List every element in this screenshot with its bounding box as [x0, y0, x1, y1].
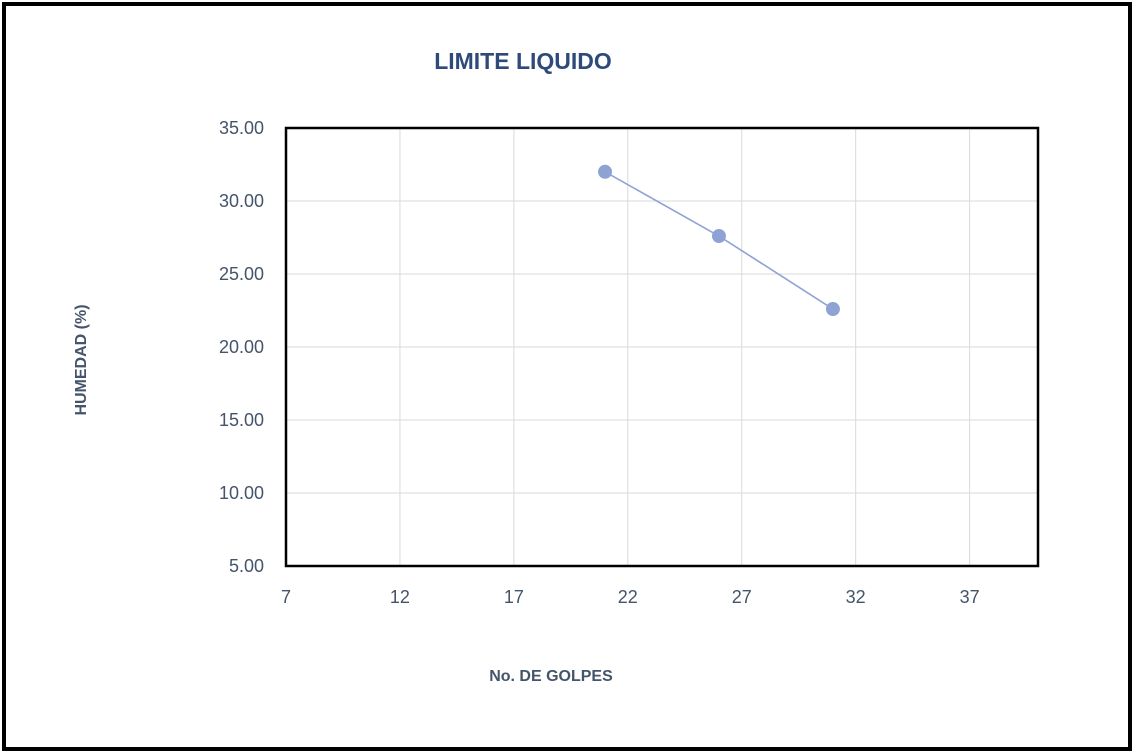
data-point	[711, 229, 726, 244]
y-axis-ticks: 5.00 10.00 15.00 20.00 25.00 30.00 35.00	[219, 118, 264, 576]
x-tick-label: 22	[618, 587, 638, 607]
y-tick-label: 20.00	[219, 337, 264, 357]
x-tick-label: 37	[960, 587, 980, 607]
x-tick-label: 12	[390, 587, 410, 607]
y-tick-label: 5.00	[229, 556, 264, 576]
x-tick-label: 27	[732, 587, 752, 607]
chart-title: LIMITE LIQUIDO	[434, 48, 612, 74]
series-layer	[598, 164, 840, 317]
data-point	[598, 164, 613, 179]
y-tick-label: 15.00	[219, 410, 264, 430]
y-tick-label: 30.00	[219, 191, 264, 211]
plot-area-border	[284, 126, 1040, 568]
x-tick-label: 17	[504, 587, 524, 607]
x-tick-label: 7	[281, 587, 291, 607]
y-tick-label: 10.00	[219, 483, 264, 503]
data-point	[825, 302, 840, 317]
y-tick-label: 35.00	[219, 118, 264, 138]
x-tick-label: 32	[846, 587, 866, 607]
x-axis-ticks: 7 12 17 22 27 32 37	[281, 587, 980, 607]
grid	[285, 127, 1038, 567]
y-axis-title: HUMEDAD (%)	[73, 304, 90, 415]
y-tick-label: 25.00	[219, 264, 264, 284]
x-axis-title: No. DE GOLPES	[489, 668, 613, 685]
